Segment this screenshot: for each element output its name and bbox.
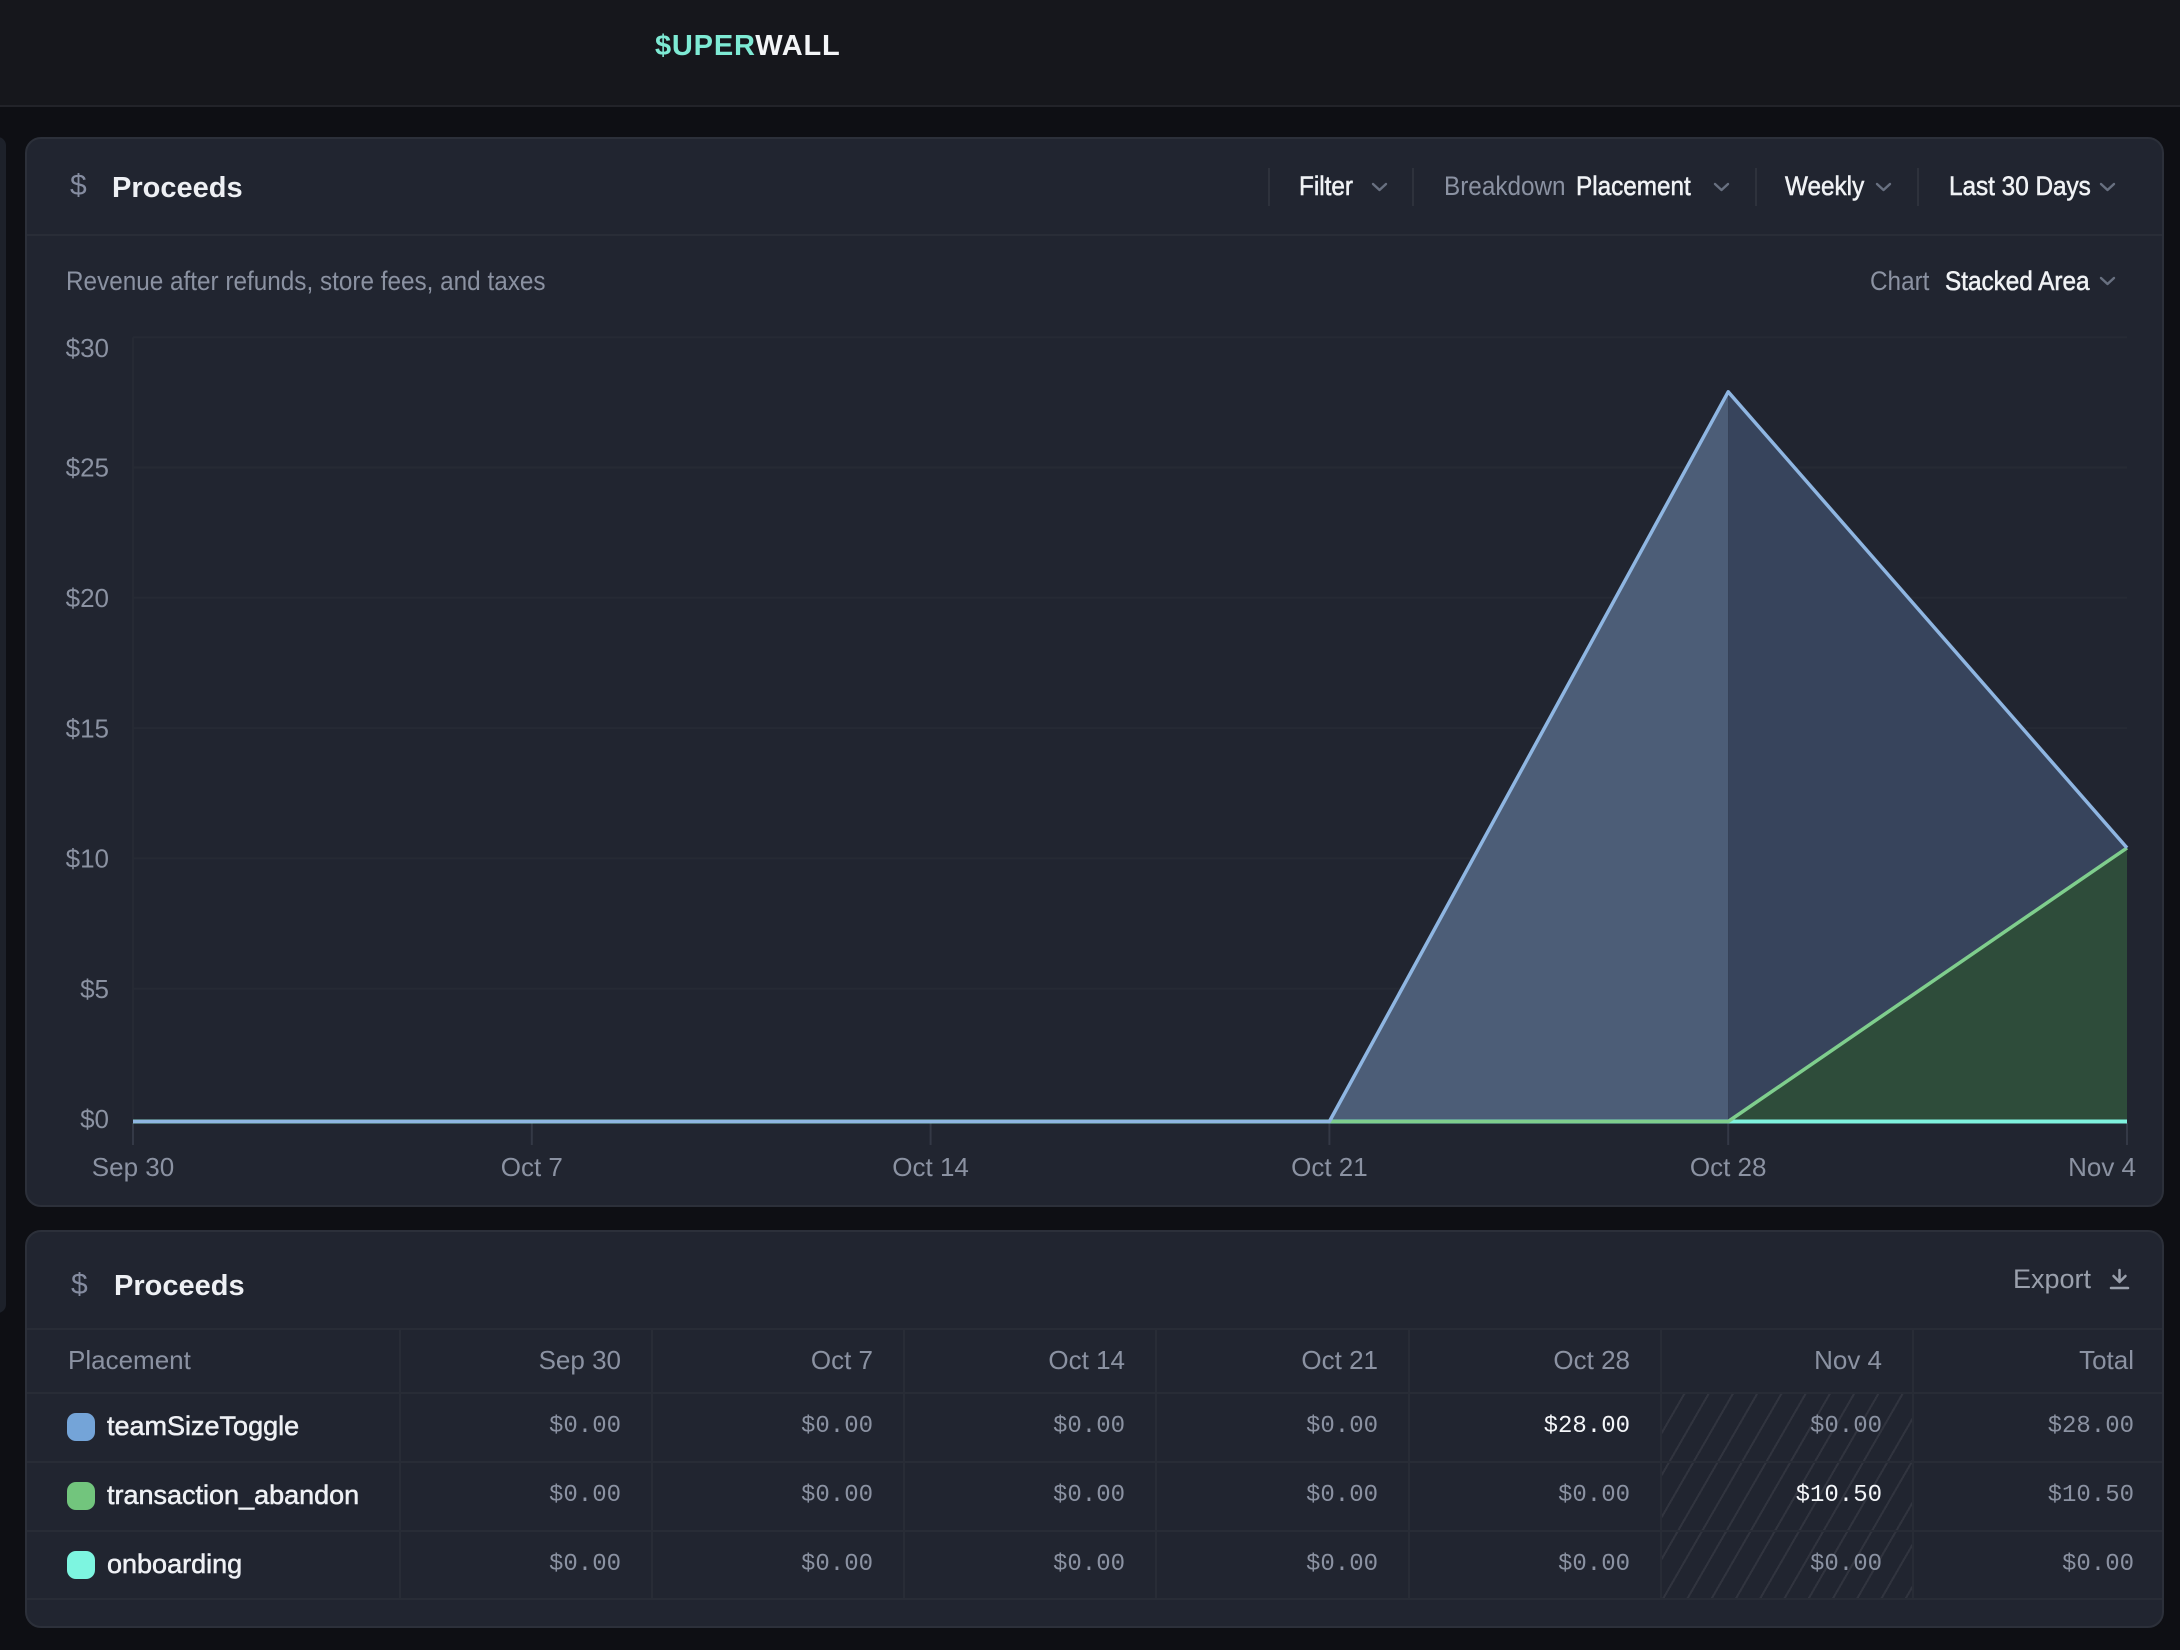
svg-text:$15: $15 [66, 713, 109, 743]
svg-text:Oct 14: Oct 14 [892, 1152, 969, 1182]
svg-text:$30: $30 [66, 333, 109, 363]
svg-text:$25: $25 [66, 453, 109, 483]
svg-text:Oct 21: Oct 21 [1291, 1152, 1368, 1182]
svg-text:$10: $10 [66, 844, 109, 874]
svg-text:$5: $5 [80, 974, 109, 1004]
svg-text:$0: $0 [80, 1104, 109, 1134]
svg-text:Sep 30: Sep 30 [92, 1152, 174, 1182]
svg-text:Oct 28: Oct 28 [1690, 1152, 1767, 1182]
svg-text:Oct 7: Oct 7 [501, 1152, 563, 1182]
svg-text:Nov 4: Nov 4 [2068, 1152, 2136, 1182]
svg-text:$20: $20 [66, 583, 109, 613]
